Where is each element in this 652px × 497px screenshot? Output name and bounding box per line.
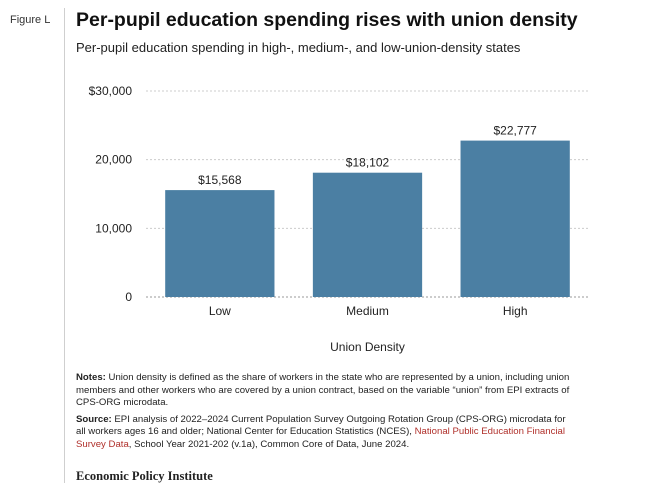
- notes-heading: Notes:: [76, 372, 106, 383]
- notes-paragraph: Notes: Union density is defined as the s…: [76, 372, 571, 410]
- data-label: $15,568: [198, 173, 242, 187]
- bar: [165, 190, 275, 297]
- notes-text: Union density is defined as the share of…: [76, 372, 570, 409]
- data-label: $22,777: [493, 124, 537, 138]
- divider: [64, 8, 65, 483]
- data-label: $18,102: [346, 156, 390, 170]
- bar-chart: 0 10,000 20,000 $30,000 $15,568 Low $18,102 Med…: [89, 84, 589, 354]
- y-tick-label: $30,000: [89, 84, 133, 98]
- notes-section: Notes: Union density is defined as the s…: [76, 372, 571, 456]
- source-text: EPI analysis of 2022–2024 Current Popula…: [76, 413, 566, 438]
- y-tick-label: 0: [125, 290, 132, 304]
- bar: [460, 140, 570, 297]
- chart-title: Per-pupil education spending rises with …: [76, 9, 578, 31]
- chart-subtitle: Per-pupil education spending in high-, m…: [76, 40, 521, 55]
- x-axis-title: Union Density: [330, 340, 405, 354]
- source-link[interactable]: National Public Education Financial Surv…: [76, 426, 565, 450]
- x-tick-label: Medium: [346, 304, 389, 318]
- x-tick-label: Low: [209, 304, 231, 318]
- publisher-logo: Economic Policy Institute: [76, 469, 213, 483]
- source-paragraph: Source: EPI analysis of 2022–2024 Curren…: [76, 414, 571, 452]
- y-tick-label: 20,000: [95, 153, 132, 167]
- x-tick-label: High: [503, 304, 528, 318]
- source-text-end: , School Year 2021-202 (v.1a), Common Co…: [128, 438, 410, 450]
- bar: [312, 172, 423, 297]
- y-tick-label: 10,000: [95, 221, 132, 235]
- figure-label: Figure L: [10, 14, 51, 26]
- source-heading: Source:: [76, 413, 112, 425]
